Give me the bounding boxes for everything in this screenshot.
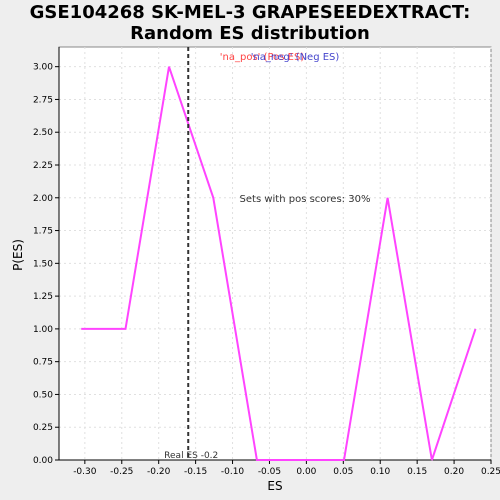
- x-tick-label: 0.10: [370, 467, 390, 477]
- x-tick-label: 0.00: [296, 467, 316, 477]
- y-tick-label: 2.50: [33, 128, 53, 138]
- pos-scores-annotation: Sets with pos scores: 30%: [240, 194, 371, 205]
- ticks: -0.30 -0.25 -0.20 -0.15 -0.10 -0.05 0.00 0.05 0.…: [33, 63, 500, 477]
- y-axis-label: P(ES): [11, 239, 25, 271]
- y-tick-label: 1.75: [33, 227, 53, 237]
- y-tick-label: 1.00: [33, 325, 53, 335]
- y-tick-label: 0.00: [33, 456, 53, 466]
- x-tick-label: 0.05: [333, 467, 353, 477]
- x-tick-label: -0.20: [147, 467, 171, 477]
- x-tick-label: -0.05: [258, 467, 281, 477]
- y-tick-label: 0.50: [33, 390, 53, 400]
- x-tick-label: 0.20: [444, 467, 464, 477]
- chart-title: GSE104268 SK-MEL-3 GRAPESEEDEXTRACT: Ran…: [0, 2, 500, 44]
- real-es-label: Real ES -0.2: [164, 451, 218, 461]
- x-tick-label: 0.25: [481, 467, 500, 477]
- chart-title-line1: GSE104268 SK-MEL-3 GRAPESEEDEXTRACT:: [29, 2, 471, 23]
- y-tick-label: 2.25: [33, 161, 53, 171]
- plot-area: [58, 46, 492, 461]
- series: [81, 66, 477, 461]
- y-tick-label: 0.75: [33, 358, 53, 368]
- y-tick-label: 0.25: [33, 423, 53, 433]
- pos-es-label: 'na_pos' (Pos ES): [220, 52, 305, 63]
- x-tick-label: 0.15: [407, 467, 427, 477]
- x-tick-label: -0.15: [184, 467, 207, 477]
- y-tick-label: 1.50: [33, 259, 53, 269]
- x-tick-label: -0.30: [73, 467, 97, 477]
- y-tick-label: 1.25: [33, 292, 53, 302]
- x-tick-label: -0.10: [221, 467, 245, 477]
- chart-title-line2: Random ES distribution: [130, 23, 370, 44]
- y-tick-label: 2.75: [33, 95, 53, 105]
- series-line: [81, 66, 477, 461]
- neg-es-label: 'na_neg' (Neg ES): [251, 52, 340, 63]
- x-tick-label: -0.25: [110, 467, 133, 477]
- y-tick-label: 2.00: [33, 194, 53, 204]
- x-axis-label: ES: [267, 479, 282, 493]
- y-tick-label: 3.00: [33, 63, 53, 73]
